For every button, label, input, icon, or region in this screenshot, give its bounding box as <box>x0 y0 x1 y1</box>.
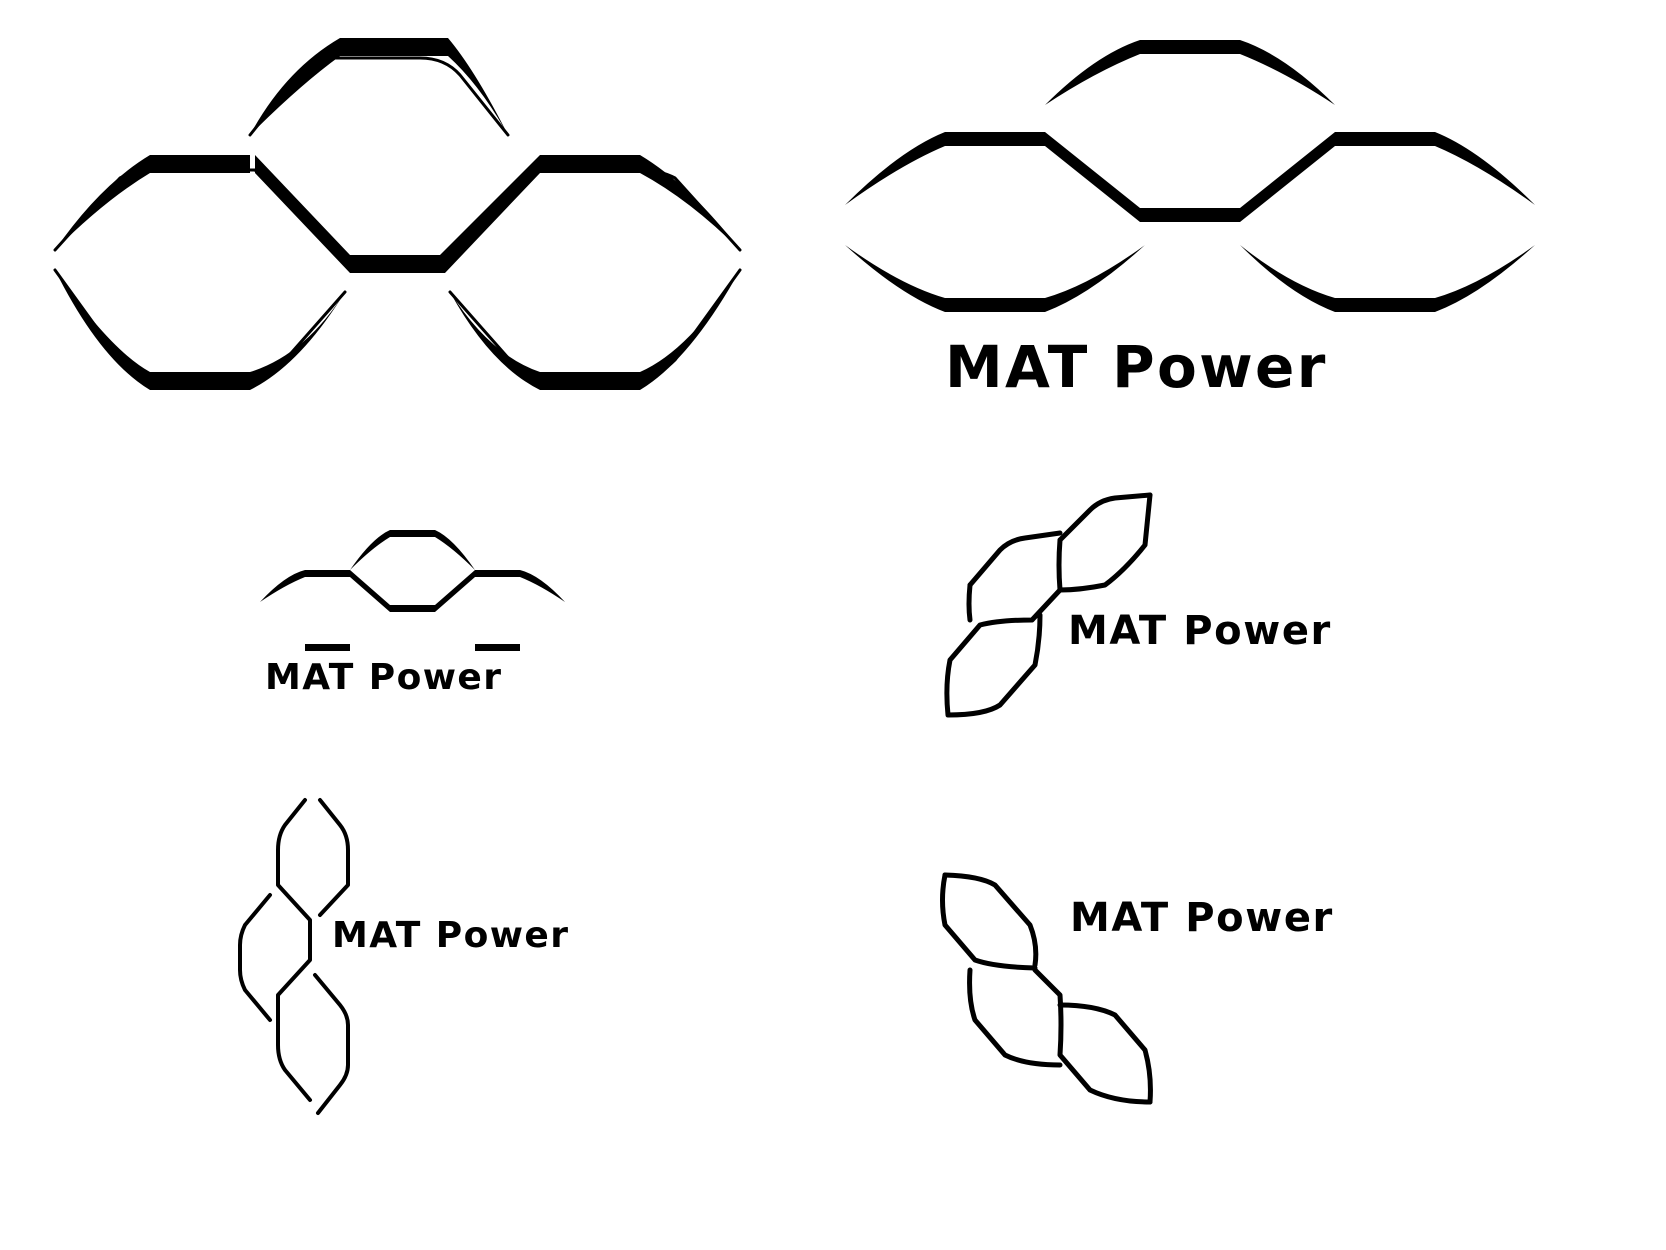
brand-wordmark: MAT Power <box>1068 608 1332 654</box>
brand-wordmark: MAT Power <box>332 915 570 956</box>
logo-variant-diagonal-with-wordmark: MAT Power <box>940 492 1460 775</box>
logo-variant-symbol-only <box>50 30 810 430</box>
brand-wordmark: MAT Power <box>945 333 1328 401</box>
brand-wordmark: MAT Power <box>265 657 503 698</box>
interlocked-hexagon-chain-icon <box>940 872 1153 1105</box>
interlocked-hexagon-chain-icon <box>238 798 350 1115</box>
interlocked-hexagon-chain-icon <box>53 38 742 390</box>
logo-variant-vertical-with-wordmark: MAT Power <box>238 798 720 1170</box>
interlocked-hexagon-chain-icon <box>260 530 565 651</box>
logo-variant-mirrored-diagonal-with-wordmark: MAT Power <box>940 872 1460 1140</box>
logo-variant-small-horizontal-with-wordmark: MAT Power <box>260 530 640 760</box>
brand-wordmark: MAT Power <box>1070 895 1334 941</box>
interlocked-hexagon-chain-icon <box>944 492 1153 718</box>
logo-variant-horizontal-with-wordmark: MAT Power <box>845 40 1640 440</box>
interlocked-hexagon-chain-icon <box>845 40 1535 312</box>
